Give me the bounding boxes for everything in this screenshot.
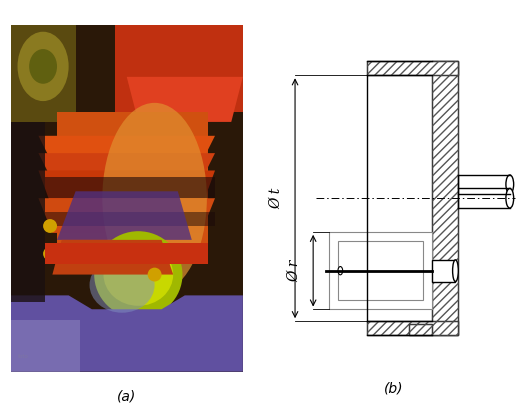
Text: Ø t: Ø t xyxy=(269,188,284,209)
Ellipse shape xyxy=(90,257,155,313)
Polygon shape xyxy=(11,295,243,372)
Bar xyxy=(432,61,458,335)
Bar xyxy=(367,61,458,75)
Polygon shape xyxy=(57,112,208,250)
Bar xyxy=(367,321,458,335)
Text: (b): (b) xyxy=(384,382,403,396)
Bar xyxy=(432,61,458,335)
Ellipse shape xyxy=(94,231,183,318)
Polygon shape xyxy=(39,136,215,164)
Text: foto: foto xyxy=(17,354,29,359)
Polygon shape xyxy=(127,77,243,122)
Polygon shape xyxy=(45,243,208,264)
Polygon shape xyxy=(39,198,215,233)
Ellipse shape xyxy=(43,247,57,261)
Polygon shape xyxy=(115,25,243,112)
Bar xyxy=(367,61,458,75)
Polygon shape xyxy=(39,171,215,209)
Polygon shape xyxy=(39,153,215,181)
Polygon shape xyxy=(11,122,45,302)
Text: Ø r: Ø r xyxy=(288,259,301,282)
Ellipse shape xyxy=(29,49,57,84)
Polygon shape xyxy=(45,212,215,226)
Ellipse shape xyxy=(148,268,162,282)
Ellipse shape xyxy=(43,219,57,233)
Bar xyxy=(367,321,458,335)
Ellipse shape xyxy=(338,266,343,275)
Bar xyxy=(328,232,432,309)
Polygon shape xyxy=(45,178,215,198)
Bar xyxy=(409,324,432,335)
Ellipse shape xyxy=(506,175,514,194)
Text: (a): (a) xyxy=(117,389,136,403)
Ellipse shape xyxy=(506,188,514,208)
Polygon shape xyxy=(52,240,173,275)
Bar xyxy=(432,260,456,282)
Ellipse shape xyxy=(103,243,173,306)
Bar xyxy=(409,324,432,335)
Ellipse shape xyxy=(452,260,458,282)
Bar xyxy=(338,241,423,300)
Polygon shape xyxy=(11,320,80,372)
Ellipse shape xyxy=(17,32,69,101)
Polygon shape xyxy=(57,191,192,240)
Polygon shape xyxy=(11,25,76,122)
Ellipse shape xyxy=(102,103,207,294)
